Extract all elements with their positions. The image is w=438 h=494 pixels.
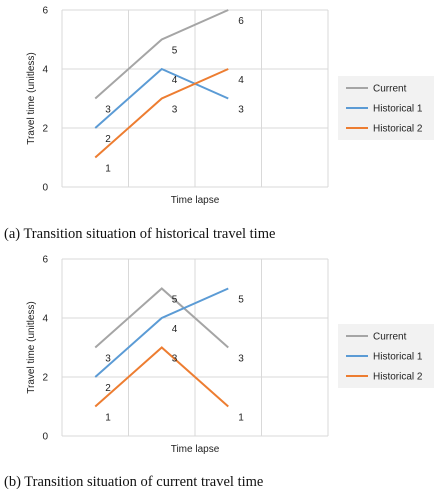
chart-panel-a: 0 2 4 6 Time lapse Travel time (unitless) 3 5 6 2… [4, 6, 434, 242]
chart-b-x-axis-label: Time lapse [171, 444, 220, 455]
chart-b-data-label: 1 [238, 413, 244, 424]
chart-b-series-line-historical-1 [94, 287, 229, 378]
chart-a-y-tick-label: 0 [42, 183, 48, 194]
chart-b-legend-entry: Current [373, 332, 407, 343]
chart-a-data-label: 4 [238, 75, 244, 86]
chart-b-data-label: 2 [105, 383, 111, 394]
chart-a-y-tick-label: 2 [42, 124, 48, 135]
chart-b-data-label: 5 [172, 295, 178, 306]
chart-a-data-label: 3 [105, 105, 111, 116]
chart-a-data-label: 3 [238, 105, 244, 116]
chart-a-legend-entry: Current [373, 84, 407, 95]
chart-b-data-label: 3 [172, 354, 178, 365]
chart-b-data-label: 5 [238, 295, 244, 306]
chart-b-legend: Current Historical 1 Historical 2 [338, 324, 434, 388]
chart-a-series-line-historical-2 [94, 68, 229, 159]
chart-a-legend: Current Historical 1 Historical 2 [338, 76, 434, 140]
chart-a-y-tick-label: 4 [42, 65, 48, 76]
chart-b-series-line-historical-2 [94, 346, 229, 408]
chart-a-legend-entry: Historical 2 [373, 124, 423, 135]
chart-a-plot-area: 0 2 4 6 Time lapse Travel time (unitless) 3 5 6 2… [26, 6, 329, 206]
caption-a: (a) Transition situation of historical t… [4, 226, 276, 242]
chart-b-data-label: 1 [105, 413, 111, 424]
caption-b: (b) Transition situation of current trav… [4, 474, 264, 490]
chart-a-series-line-current [94, 9, 229, 100]
chart-b-y-tick-label: 0 [42, 432, 48, 443]
chart-b-legend-entry: Historical 2 [373, 372, 423, 383]
chart-b-y-axis-label: Travel time (unitless) [26, 301, 37, 393]
chart-b-data-label: 4 [172, 324, 178, 335]
chart-a-data-label: 2 [105, 134, 111, 145]
chart-a-data-label: 1 [105, 164, 111, 175]
chart-b-plot-area: 0 2 4 6 Time lapse Travel time (unitless) 3 5 3 2… [26, 255, 329, 455]
chart-a-data-label: 5 [172, 46, 178, 57]
chart-a-y-axis-label: Travel time (unitless) [26, 52, 37, 144]
chart-b-legend-entry: Historical 1 [373, 352, 423, 363]
chart-b: 0 2 4 6 Time lapse Travel time (unitless) 3 5 3 2… [26, 255, 434, 455]
chart-a-y-tick-label: 6 [42, 6, 48, 17]
chart-b-y-tick-label: 4 [42, 314, 48, 325]
chart-a-data-label: 6 [238, 16, 244, 27]
chart-a-data-label: 4 [172, 75, 178, 86]
chart-a-x-axis-label: Time lapse [171, 195, 220, 206]
chart-a-legend-entry: Historical 1 [373, 104, 423, 115]
chart-a: 0 2 4 6 Time lapse Travel time (unitless) 3 5 6 2… [26, 6, 434, 206]
chart-a-series-line-historical-1 [94, 67, 229, 129]
chart-b-data-label: 3 [105, 354, 111, 365]
chart-b-y-tick-label: 6 [42, 255, 48, 266]
chart-b-data-label: 3 [238, 354, 244, 365]
chart-panel-b: 0 2 4 6 Time lapse Travel time (unitless) 3 5 3 2… [0, 250, 438, 494]
chart-b-series-line-current [94, 287, 229, 349]
chart-b-y-tick-label: 2 [42, 373, 48, 384]
chart-a-data-label: 3 [172, 105, 178, 116]
